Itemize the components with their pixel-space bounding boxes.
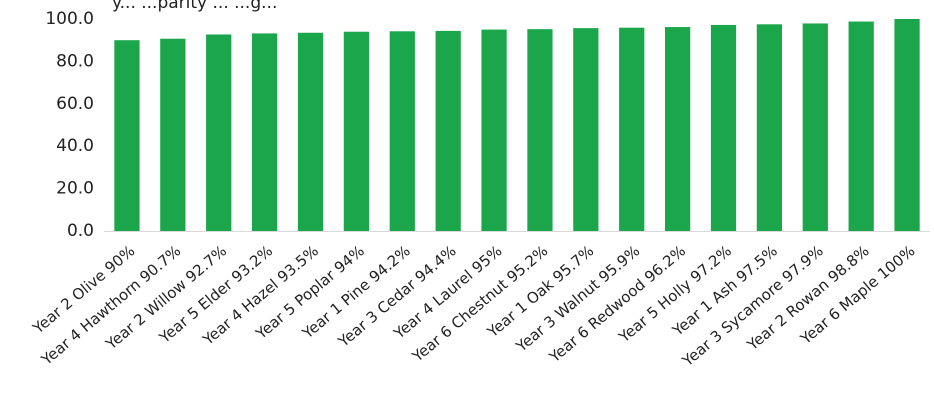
bar bbox=[710, 24, 737, 231]
bar bbox=[619, 27, 645, 231]
y-tick-label: 60.0 bbox=[56, 94, 94, 114]
y-tick-label: 40.0 bbox=[56, 136, 94, 156]
bar bbox=[206, 34, 232, 232]
bar bbox=[114, 40, 140, 232]
bar bbox=[481, 29, 507, 231]
y-tick-label: 100.0 bbox=[45, 9, 94, 29]
bar bbox=[894, 19, 920, 231]
bar bbox=[756, 24, 783, 231]
bar bbox=[664, 27, 691, 232]
bar bbox=[251, 33, 278, 231]
bar bbox=[802, 23, 828, 232]
y-axis: 0.0 20.0 40.0 60.0 80.0 100.0 bbox=[45, 9, 94, 241]
x-axis: Year 2 Olive 90%Year 4 Hawthorn 90.7%Yea… bbox=[29, 231, 930, 371]
y-tick-label: 20.0 bbox=[56, 179, 94, 199]
bar bbox=[343, 31, 370, 231]
bar bbox=[527, 29, 553, 232]
bar bbox=[389, 31, 415, 231]
bar bbox=[297, 32, 324, 231]
chart-title: y... ...parity ... ...g... bbox=[112, 0, 277, 13]
bar bbox=[160, 38, 186, 231]
bar bbox=[848, 21, 874, 231]
bar bbox=[435, 30, 461, 232]
bar bbox=[573, 28, 599, 232]
y-tick-label: 0.0 bbox=[67, 221, 94, 241]
y-tick-label: 80.0 bbox=[56, 51, 94, 71]
bars bbox=[114, 19, 920, 232]
